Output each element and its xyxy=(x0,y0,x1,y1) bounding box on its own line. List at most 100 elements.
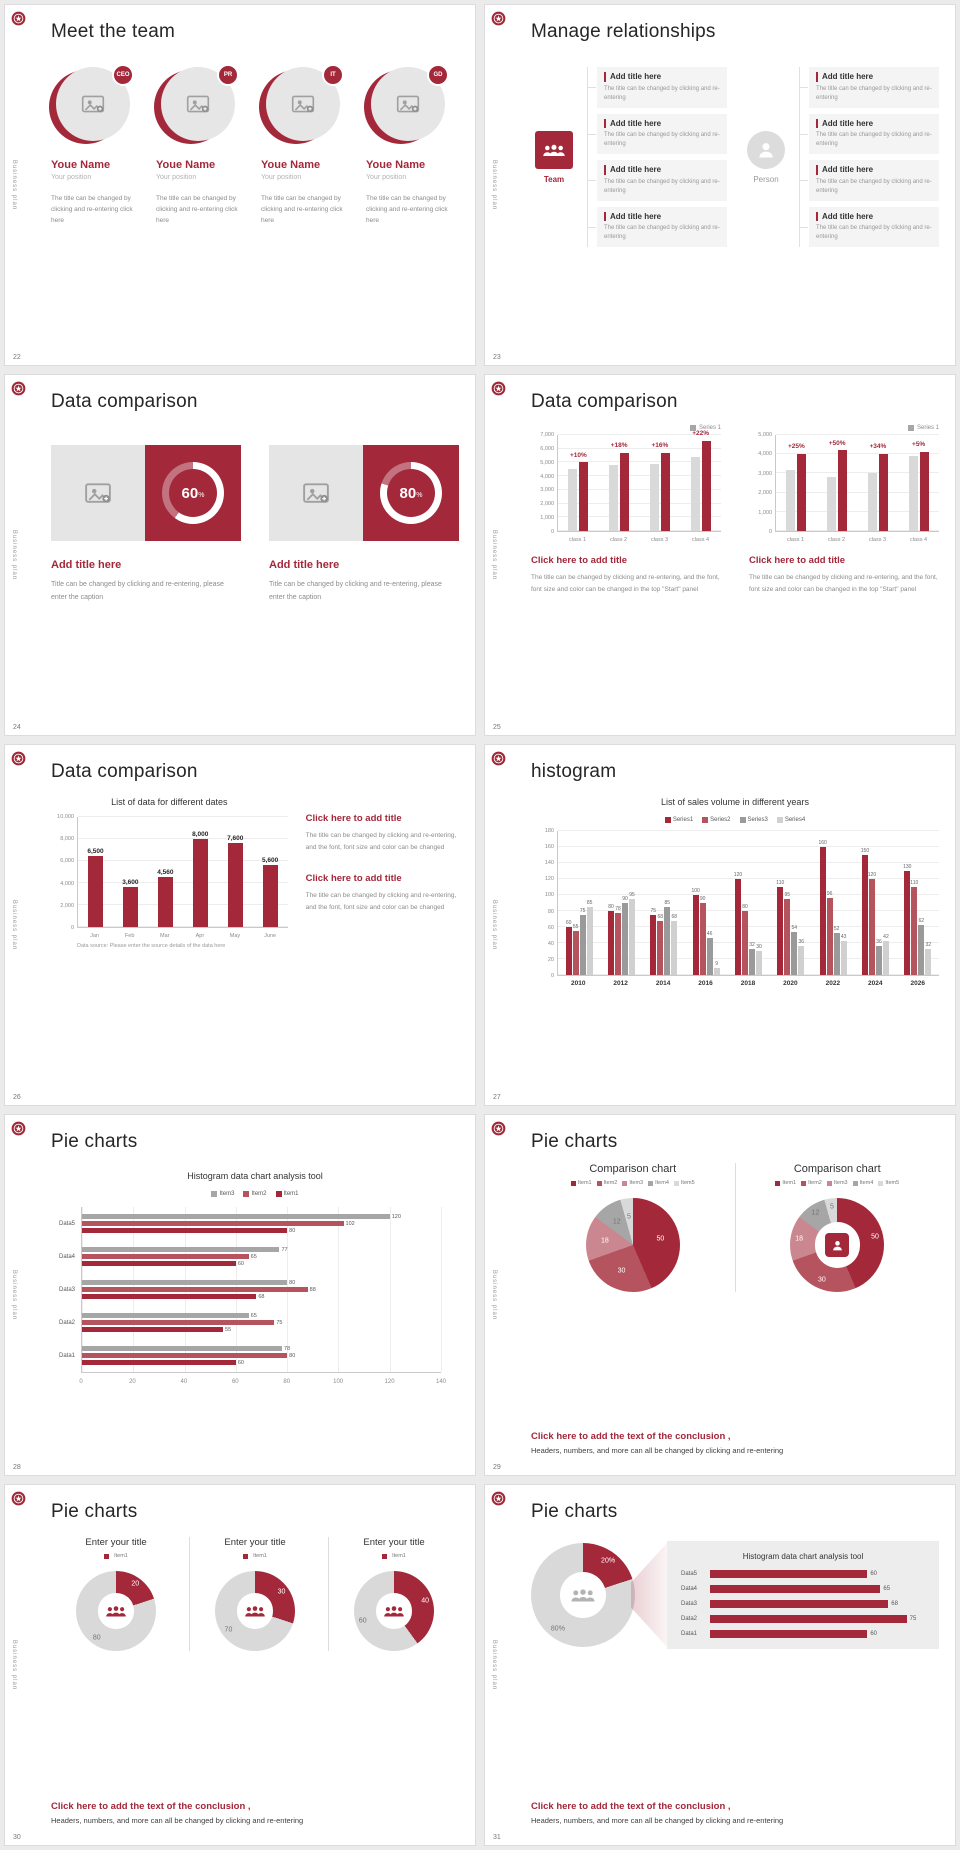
relation-block[interactable]: Add title here The title can be changed b… xyxy=(587,67,727,108)
member-name: Youe Name xyxy=(366,159,426,171)
chart-title: Comparison chart xyxy=(793,1163,881,1175)
slide-22[interactable]: Business plan 22 Meet the team CEO Youe … xyxy=(4,4,476,366)
member-desc: The title can be changed by clicking and… xyxy=(156,195,238,225)
page-number: 30 xyxy=(13,1834,21,1841)
page-number: 23 xyxy=(493,354,501,361)
slide-28[interactable]: Business plan 28 Pie charts Histogram da… xyxy=(4,1114,476,1476)
legend-swatch xyxy=(776,817,783,823)
slide-24[interactable]: Business plan 24 Data comparison 60% Add… xyxy=(4,374,476,736)
card-caption: Title can be changed by clicking and re-… xyxy=(51,581,224,602)
team-people-icon xyxy=(543,144,565,156)
slide-sidebar-label: Business plan xyxy=(11,1639,17,1691)
chart-legend: Series 1 xyxy=(531,425,721,431)
people-icon xyxy=(384,1606,404,1617)
donut-chart-block: Comparison chart Item1 Item2 Item3 Item4… xyxy=(734,1163,940,1292)
slide-26[interactable]: Business plan 26 Data comparison List of… xyxy=(4,744,476,1106)
donut-chart-block: Enter your title Item1 20 80 xyxy=(51,1537,181,1651)
slide-content: Pie charts Enter your title Item1 20 80 E… xyxy=(51,1501,459,1825)
slide-sidebar-label: Business plan xyxy=(11,529,17,581)
team-side: Team Add title here The title can be chan… xyxy=(531,67,727,248)
slide-content: histogram List of sales volume in differ… xyxy=(531,761,939,1085)
slide-25[interactable]: Business plan 25 Data comparison Series … xyxy=(484,374,956,736)
donut-chart: 40 60 xyxy=(354,1571,434,1651)
row-bar-chart: Data5 60 Data4 65 Data3 68 Data2 75 Data1 60 xyxy=(681,1570,917,1638)
grouped-column-chart: 180 160 140 120 100 80 60 40 20 0 60 55 75 85 80 78 90 95… xyxy=(531,828,939,987)
pie-chart-block: Comparison chart Item1 Item2 Item3 Item4… xyxy=(531,1163,735,1292)
brand-logo-icon xyxy=(491,11,506,26)
member-desc: The title can be changed by clicking and… xyxy=(51,195,133,225)
text-block: Click here to add title The title can be… xyxy=(305,813,457,852)
team-member: PR Youe Name Your position The title can… xyxy=(154,64,249,226)
brand-logo-icon xyxy=(491,1491,506,1506)
brand-logo-icon xyxy=(491,381,506,396)
block-desc: The title can be changed by clicking and… xyxy=(749,574,938,594)
chart-title: List of sales volume in different years xyxy=(661,797,809,807)
page-number: 31 xyxy=(493,1834,501,1841)
image-placeholder-icon xyxy=(81,95,105,113)
block-title: Click here to add title xyxy=(531,555,628,566)
relation-block[interactable]: Add title here The title can be changed b… xyxy=(799,160,939,201)
chart-title: Histogram data chart analysis tool xyxy=(742,1552,864,1561)
image-placeholder-icon xyxy=(303,483,329,503)
member-position: Your position xyxy=(261,174,302,181)
person-side: Person Add title here The title can be ch… xyxy=(743,67,939,248)
slide-sidebar-label: Business plan xyxy=(491,529,497,581)
column-chart-right: 5,000 4,000 3,000 2,000 1,000 0 +25% +50% +34% +5… xyxy=(749,432,939,543)
page-number: 29 xyxy=(493,1464,501,1471)
block-title: Click here to add title xyxy=(749,555,846,566)
brand-logo-icon xyxy=(491,751,506,766)
chart-legend: Item3 Item2 Item1 xyxy=(51,1191,459,1197)
slide-title: Data comparison xyxy=(51,391,198,412)
gauge-value: 80 xyxy=(399,484,417,502)
brand-logo-icon xyxy=(11,751,26,766)
member-position: Your position xyxy=(366,174,407,181)
member-desc: The title can be changed by clicking and… xyxy=(366,195,448,225)
donut-chart: 20% 80% xyxy=(531,1543,635,1647)
slide-23[interactable]: Business plan 23 Manage relationships Te… xyxy=(484,4,956,366)
slide-29[interactable]: Business plan 29 Pie charts Comparison c… xyxy=(484,1114,956,1476)
member-name: Youe Name xyxy=(51,159,111,171)
chart-legend: Series 1 xyxy=(749,425,939,431)
horizontal-bar-chart: Data5 Data4 Data3 Data2 Data1 120 102 80 77 65 60 8… xyxy=(51,1207,446,1385)
relation-block[interactable]: Add title here The title can be changed b… xyxy=(587,160,727,201)
text-block: Click here to add title The title can be… xyxy=(305,872,457,912)
member-position: Your position xyxy=(156,174,197,181)
detail-panel: Histogram data chart analysis tool Data5… xyxy=(667,1541,939,1649)
data-source-note: Data source: Please enter the source det… xyxy=(77,943,226,949)
team-grid: CEO Youe Name Your position The title ca… xyxy=(49,64,459,226)
legend-swatch xyxy=(243,1553,249,1559)
conclusion: Click here to add the text of the conclu… xyxy=(531,1431,784,1455)
avatar: PR xyxy=(154,64,239,145)
legend-swatch xyxy=(852,1180,858,1186)
legend-swatch xyxy=(596,1180,602,1186)
relation-block[interactable]: Add title here The title can be changed b… xyxy=(799,206,939,248)
slide-31[interactable]: Business plan 31 Pie charts 20% 80% Histo… xyxy=(484,1484,956,1846)
legend-swatch xyxy=(243,1191,250,1197)
member-name: Youe Name xyxy=(156,159,216,171)
chart-title: Comparison chart xyxy=(589,1163,677,1175)
chart-legend: Item1 xyxy=(243,1553,267,1559)
chart-title: List of data for different dates xyxy=(111,797,228,807)
comparison-card: 60% Add title here Title can be changed … xyxy=(51,445,241,605)
relation-block[interactable]: Add title here The title can be changed b… xyxy=(587,206,727,248)
slide-title: histogram xyxy=(531,761,617,782)
slide-title: Meet the team xyxy=(51,21,176,42)
legend-swatch xyxy=(648,1180,654,1186)
page-number: 26 xyxy=(13,1094,21,1101)
role-badge: GD xyxy=(427,64,449,86)
slide-30[interactable]: Business plan 30 Pie charts Enter your t… xyxy=(4,1484,476,1846)
relation-block[interactable]: Add title here The title can be changed b… xyxy=(799,67,939,108)
percent-gauge: 80% xyxy=(380,462,442,524)
slide-sidebar-label: Business plan xyxy=(491,1269,497,1321)
slide-title: Data comparison xyxy=(51,761,198,782)
slide-content: Data comparison Series 1 7,000 6,000 5,000… xyxy=(531,391,939,715)
chart-block: List of data for different dates 10,000 8… xyxy=(51,797,288,949)
role-badge: PR xyxy=(217,64,239,86)
relation-block[interactable]: Add title here The title can be changed b… xyxy=(799,113,939,155)
slide-27[interactable]: Business plan 27 histogram List of sales… xyxy=(484,744,956,1106)
slide-content: Pie charts 20% 80% Histogram data chart a… xyxy=(531,1501,939,1825)
slide-content: Manage relationships Team Add title here… xyxy=(531,21,939,345)
slide-title: Manage relationships xyxy=(531,21,716,42)
relation-block[interactable]: Add title here The title can be changed b… xyxy=(587,113,727,155)
image-placeholder-icon xyxy=(291,95,315,113)
